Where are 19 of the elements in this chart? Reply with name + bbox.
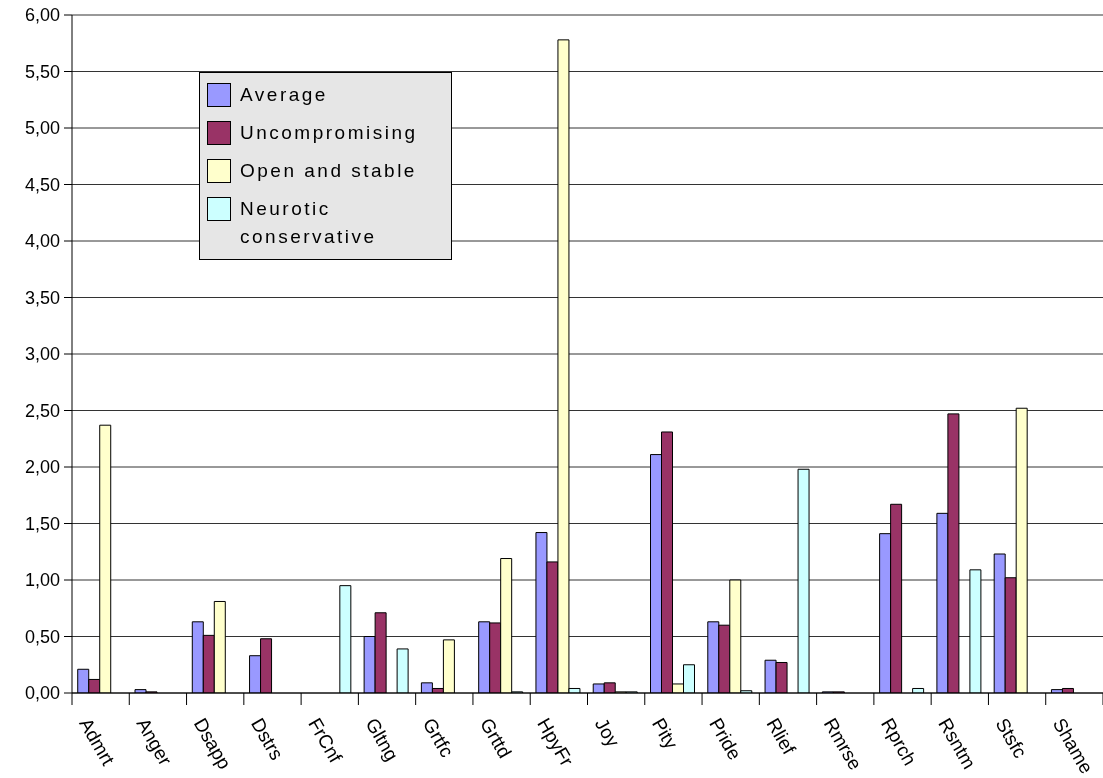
y-tick-label: 3,50 — [24, 287, 60, 308]
x-tick-label: Joy — [590, 714, 624, 752]
y-tick-label: 2,00 — [24, 457, 60, 478]
y-tick-label: 5,00 — [24, 118, 60, 139]
y-tick-label: 2,50 — [24, 400, 60, 421]
y-tick-label: 6,00 — [24, 5, 60, 26]
y-tick-label: 0,50 — [24, 626, 60, 647]
y-tick-label: 1,50 — [24, 513, 60, 534]
legend-label: Open and stable — [240, 159, 417, 183]
y-tick-label: 4,00 — [24, 231, 60, 252]
y-tick-label: 3,00 — [24, 344, 60, 365]
x-tick-label: Pity — [647, 714, 683, 753]
legend-label: Average — [240, 83, 328, 107]
y-tick-label: 1,00 — [24, 570, 60, 591]
y-tick-label: 4,50 — [24, 174, 60, 195]
legend-label: Neurotic conservative — [240, 197, 378, 249]
y-tick-label: 5,50 — [24, 61, 60, 82]
legend-label: Uncompromising — [240, 121, 418, 145]
y-tick-label: 0,00 — [24, 683, 60, 704]
